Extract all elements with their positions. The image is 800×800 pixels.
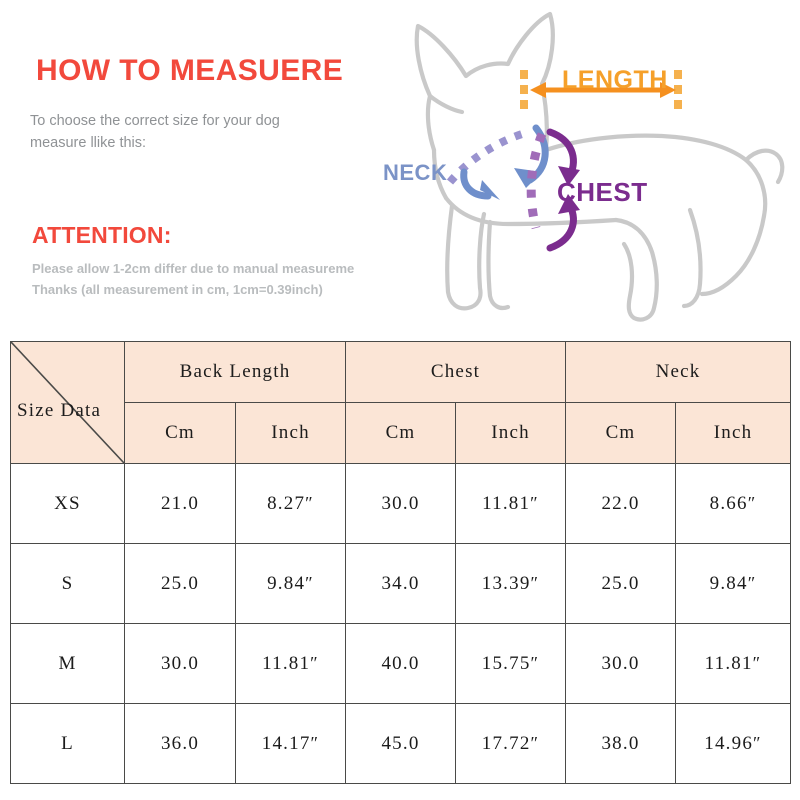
header-chest: Chest [345, 341, 566, 403]
header-unit-neck-inch: Inch [674, 402, 792, 464]
cell-chest-inch: 15.75″ [455, 623, 566, 704]
header-unit-chest-cm: Cm [345, 402, 456, 464]
table-header-group-row: Size Data Back Length Chest Neck [10, 341, 792, 464]
page-title: HOW TO MEASUERE [36, 54, 344, 87]
chest-measure-annotation [526, 128, 580, 252]
cell-neck-inch: 11.81″ [674, 623, 792, 704]
cell-chest-inch: 17.72″ [455, 703, 566, 784]
header-unit-back-inch: Inch [235, 402, 346, 464]
cell-neck-cm: 25.0 [565, 543, 676, 624]
cell-chest-cm: 40.0 [345, 623, 456, 704]
cell-neck-inch: 9.84″ [674, 543, 792, 624]
header-unit-chest-inch: Inch [455, 402, 566, 464]
length-arrow-icon [530, 82, 676, 98]
cell-neck-inch: 8.66″ [674, 463, 792, 544]
cell-chest-inch: 11.81″ [455, 463, 566, 544]
cell-back-inch: 8.27″ [235, 463, 346, 544]
table-corner-cell: Size Data [10, 341, 125, 464]
cell-chest-cm: 30.0 [345, 463, 456, 544]
length-measure-annotation [520, 70, 682, 109]
table-row: M 30.0 11.81″ 40.0 15.75″ 30.0 11.81″ [10, 623, 792, 704]
header-back-length: Back Length [124, 341, 346, 403]
cell-back-cm: 36.0 [124, 703, 236, 784]
size-chart-table: Size Data Back Length Chest Neck Cm Inch… [10, 341, 792, 784]
intro-line-2: measure llike this: [30, 135, 147, 152]
table-row: L 36.0 14.17″ 45.0 17.72″ 38.0 14.96″ [10, 703, 792, 784]
size-chart-table-container: Size Data Back Length Chest Neck Cm Inch… [10, 341, 792, 784]
cell-chest-cm: 45.0 [345, 703, 456, 784]
length-left-marker-icon [520, 70, 528, 109]
length-right-marker-icon [674, 70, 682, 109]
attention-line-1: Please allow 1-2cm differ due to manual … [32, 261, 355, 276]
cell-neck-cm: 30.0 [565, 623, 676, 704]
table-row: S 25.0 9.84″ 34.0 13.39″ 25.0 9.84″ [10, 543, 792, 624]
cell-back-inch: 9.84″ [235, 543, 346, 624]
chest-arrowheads-icon [558, 166, 580, 214]
header-neck: Neck [564, 341, 792, 403]
attention-line-2: Thanks (all measurement in cm, 1cm=0.39i… [32, 282, 323, 298]
header-unit-neck-cm: Cm [565, 402, 676, 464]
cell-size: S [10, 543, 125, 624]
header-unit-back-cm: Cm [124, 402, 236, 464]
length-label: LENGTH [562, 66, 668, 94]
cell-neck-cm: 38.0 [565, 703, 676, 784]
neck-measure-annotation [446, 124, 549, 200]
intro-line-1: To choose the correct size for your dog [30, 113, 280, 129]
cell-size: M [10, 623, 125, 704]
cell-neck-inch: 14.96″ [674, 703, 792, 784]
neck-label: NECK [383, 160, 448, 185]
chest-label: CHEST [557, 177, 648, 207]
cell-back-cm: 25.0 [124, 543, 236, 624]
attention-text: Please allow 1-2cm differ due to manual … [32, 258, 404, 300]
table-row: XS 21.0 8.27″ 30.0 11.81″ 22.0 8.66″ [10, 463, 792, 544]
cell-back-inch: 14.17″ [235, 703, 346, 784]
dog-measurement-diagram [390, 0, 800, 335]
cell-back-inch: 11.81″ [235, 623, 346, 704]
dog-outline-icon [414, 11, 785, 322]
corner-diagonal-slash-icon [11, 342, 124, 463]
corner-label: Size Data [17, 400, 102, 421]
cell-back-cm: 30.0 [124, 623, 236, 704]
attention-heading: ATTENTION: [32, 222, 172, 248]
cell-neck-cm: 22.0 [565, 463, 676, 544]
cell-back-cm: 21.0 [124, 463, 236, 544]
intro-text: To choose the correct size for your dog … [30, 110, 350, 155]
instructions-block: HOW TO MEASUERE To choose the correct si… [0, 0, 430, 330]
cell-size: L [10, 703, 125, 784]
cell-size: XS [10, 463, 125, 544]
cell-chest-cm: 34.0 [345, 543, 456, 624]
table-header-unit-row: Cm Inch Cm Inch Cm Inch [11, 402, 792, 464]
cell-chest-inch: 13.39″ [455, 543, 566, 624]
